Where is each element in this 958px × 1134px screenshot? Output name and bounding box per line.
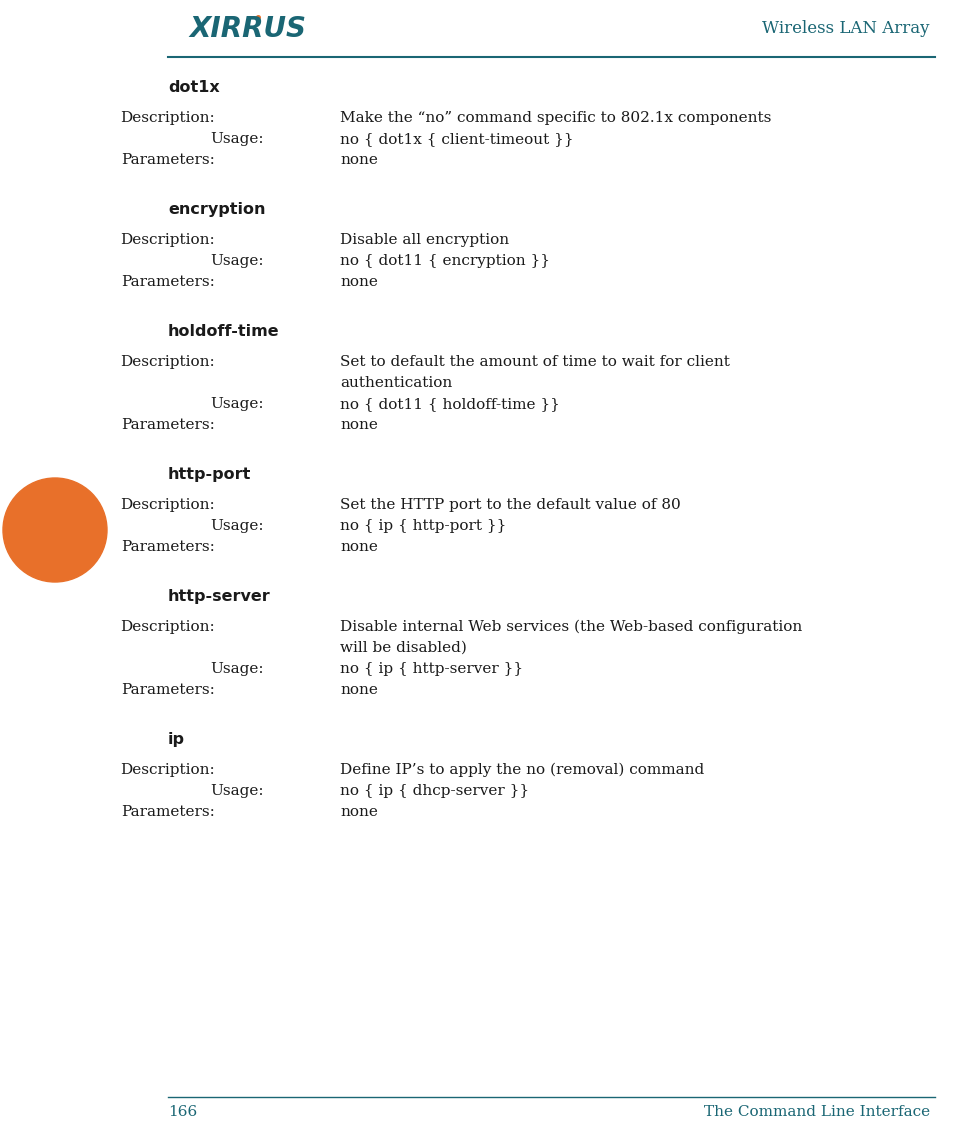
Text: holdoff-time: holdoff-time	[168, 324, 280, 339]
Text: dot1x: dot1x	[168, 81, 219, 95]
Text: none: none	[340, 805, 377, 819]
Text: The Command Line Interface: The Command Line Interface	[704, 1105, 930, 1119]
Text: Usage:: Usage:	[211, 397, 264, 411]
Text: ip: ip	[168, 733, 185, 747]
Text: Set the HTTP port to the default value of 80: Set the HTTP port to the default value o…	[340, 498, 681, 511]
Text: Description:: Description:	[121, 620, 215, 634]
Text: Parameters:: Parameters:	[121, 540, 215, 555]
Text: http-port: http-port	[168, 467, 251, 482]
Text: •: •	[253, 10, 263, 28]
Text: none: none	[340, 683, 377, 697]
Text: http-server: http-server	[168, 589, 271, 604]
Text: Disable all encryption: Disable all encryption	[340, 232, 509, 247]
Text: Define IP’s to apply the no (removal) command: Define IP’s to apply the no (removal) co…	[340, 763, 704, 778]
Text: Wireless LAN Array: Wireless LAN Array	[763, 20, 930, 37]
Text: none: none	[340, 276, 377, 289]
Text: Usage:: Usage:	[211, 132, 264, 146]
Text: XIRRUS: XIRRUS	[190, 15, 307, 43]
Text: Description:: Description:	[121, 111, 215, 125]
Text: Parameters:: Parameters:	[121, 153, 215, 167]
Text: Usage:: Usage:	[211, 784, 264, 798]
Text: 166: 166	[168, 1105, 197, 1119]
Text: Description:: Description:	[121, 232, 215, 247]
Text: Usage:: Usage:	[211, 254, 264, 268]
Text: Parameters:: Parameters:	[121, 805, 215, 819]
Text: Parameters:: Parameters:	[121, 276, 215, 289]
Text: no { ip { http-server }}: no { ip { http-server }}	[340, 662, 523, 676]
Text: no { dot11 { encryption }}: no { dot11 { encryption }}	[340, 254, 550, 268]
Text: none: none	[340, 540, 377, 555]
Text: none: none	[340, 153, 377, 167]
Text: no { ip { http-port }}: no { ip { http-port }}	[340, 519, 507, 533]
Text: will be disabled): will be disabled)	[340, 641, 467, 655]
Text: Usage:: Usage:	[211, 519, 264, 533]
Text: Description:: Description:	[121, 498, 215, 511]
Text: no { dot1x { client-timeout }}: no { dot1x { client-timeout }}	[340, 132, 574, 146]
Text: no { dot11 { holdoff-time }}: no { dot11 { holdoff-time }}	[340, 397, 559, 411]
Text: Make the “no” command specific to 802.1x components: Make the “no” command specific to 802.1x…	[340, 111, 771, 125]
Text: authentication: authentication	[340, 376, 452, 390]
Text: Description:: Description:	[121, 763, 215, 777]
Circle shape	[3, 479, 107, 582]
Text: Parameters:: Parameters:	[121, 418, 215, 432]
Text: no { ip { dhcp-server }}: no { ip { dhcp-server }}	[340, 784, 529, 798]
Text: Description:: Description:	[121, 355, 215, 369]
Text: encryption: encryption	[168, 202, 265, 217]
Text: Set to default the amount of time to wait for client: Set to default the amount of time to wai…	[340, 355, 730, 369]
Text: Usage:: Usage:	[211, 662, 264, 676]
Text: Parameters:: Parameters:	[121, 683, 215, 697]
Text: none: none	[340, 418, 377, 432]
Text: Disable internal Web services (the Web-based configuration: Disable internal Web services (the Web-b…	[340, 620, 802, 634]
